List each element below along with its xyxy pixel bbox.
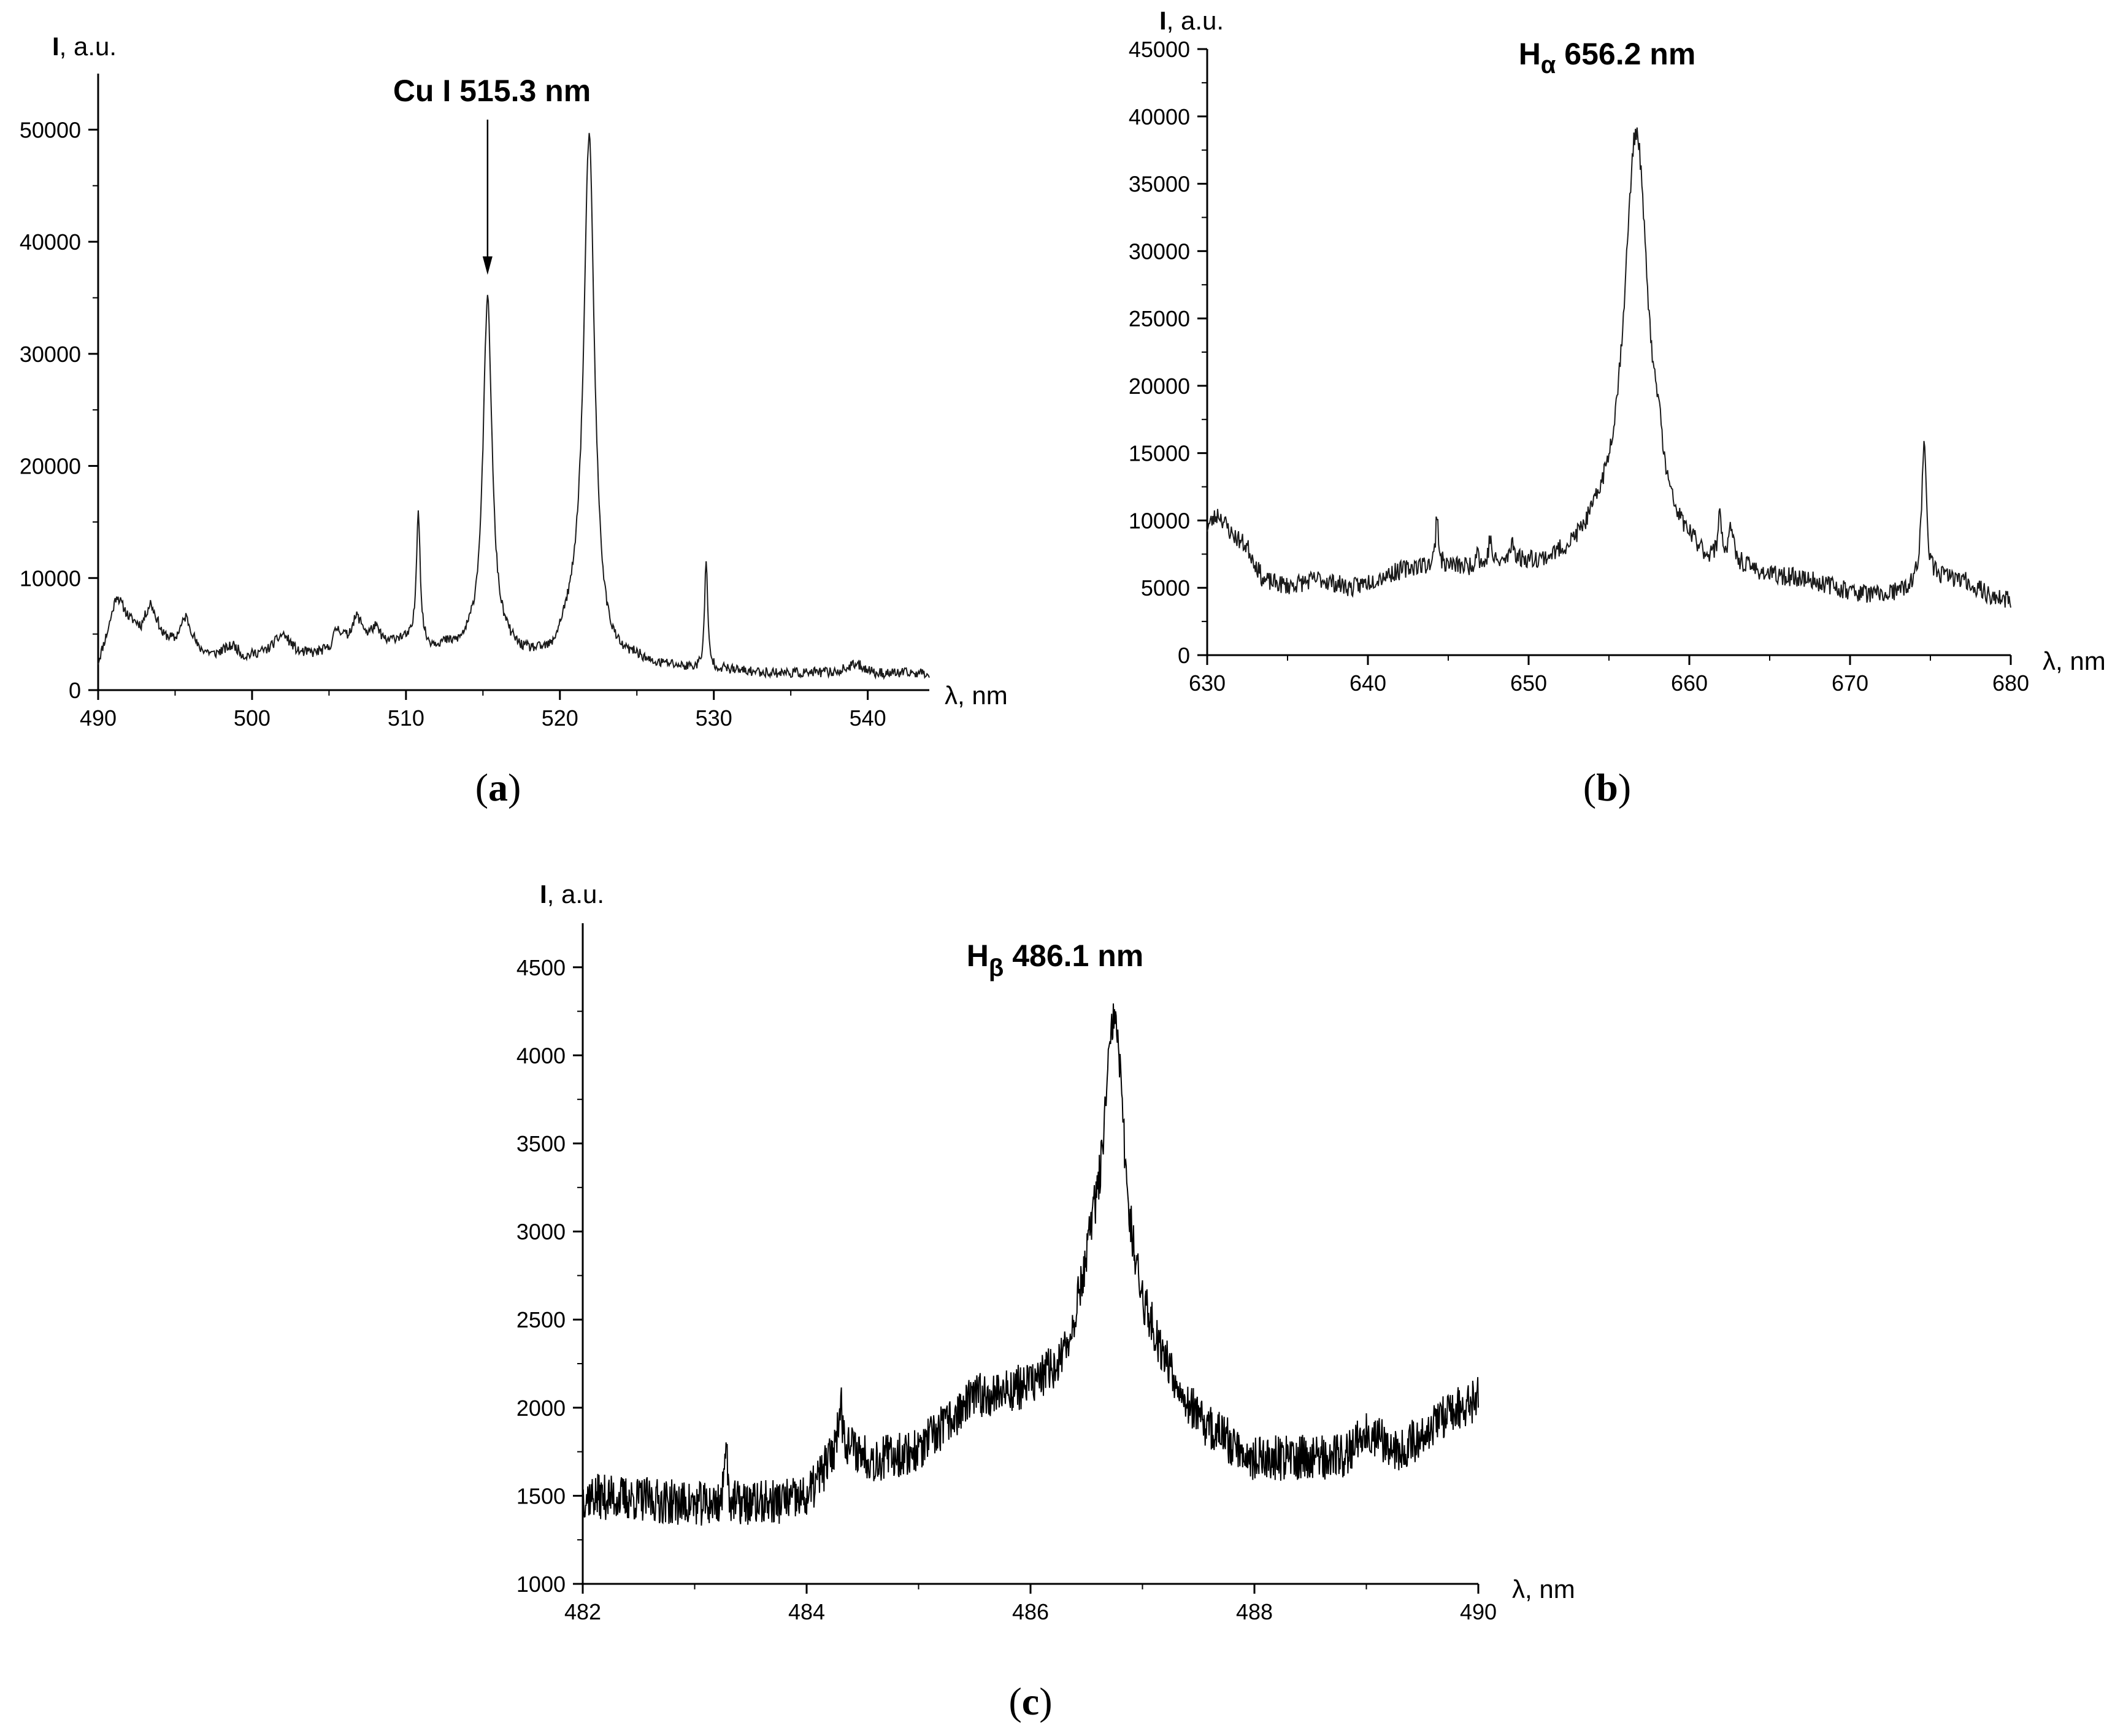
x-tick-label: 530 xyxy=(696,705,732,731)
y-tick-label: 45000 xyxy=(1129,37,1190,62)
y-tick-label: 30000 xyxy=(20,342,81,367)
y-axis-a: 0 10000 20000 30000 40000 50000 xyxy=(20,117,98,703)
spectrum-line-c xyxy=(582,1003,1479,1526)
y-tick-label: 1500 xyxy=(516,1483,566,1508)
annotation-arrow-head xyxy=(482,256,493,275)
x-tick-label: 486 xyxy=(1012,1599,1049,1624)
y-tick-label: 40000 xyxy=(1129,104,1190,129)
y-tick-label: 15000 xyxy=(1129,441,1190,466)
x-tick-label: 500 xyxy=(234,705,271,731)
x-tick-label: 680 xyxy=(1992,670,2029,696)
x-tick-label: 670 xyxy=(1832,670,1868,696)
y-tick-label: 3000 xyxy=(516,1219,566,1245)
y-tick-label: 30000 xyxy=(1129,239,1190,264)
y-tick-label: 10000 xyxy=(20,566,81,591)
y-axis-label-a: I, a.u. xyxy=(52,32,117,61)
y-tick-label: 1000 xyxy=(516,1572,566,1597)
spectrum-line-a xyxy=(98,133,930,680)
chart-panel-c: 482 484 486 488 490 1000 1500 2000 2500 3000 3500… xyxy=(516,880,1575,1723)
y-tick-label: 10000 xyxy=(1129,508,1190,533)
chart-panel-b: 630 640 650 660 670 680 0 5000 10000 15000 20000 2… xyxy=(1129,6,2106,809)
x-tick-label: 520 xyxy=(542,705,578,731)
x-tick-label: 488 xyxy=(1236,1599,1273,1624)
x-axis-label-a: λ, nm xyxy=(945,681,1008,710)
x-tick-label: 490 xyxy=(1460,1599,1497,1624)
y-tick-label: 35000 xyxy=(1129,172,1190,197)
x-tick-label: 650 xyxy=(1510,670,1547,696)
y-tick-label: 0 xyxy=(69,678,81,703)
chart-title-b: Hα 656.2 nm xyxy=(1519,37,1696,79)
x-tick-label: 640 xyxy=(1349,670,1386,696)
x-axis-a: 490 500 510 520 530 540 xyxy=(80,690,886,731)
x-axis-c: 482 484 486 488 490 xyxy=(564,1584,1497,1624)
y-tick-label: 5000 xyxy=(1141,575,1190,601)
x-tick-label: 630 xyxy=(1189,670,1226,696)
y-axis-c: 1000 1500 2000 2500 3000 3500 4000 4500 xyxy=(516,955,583,1597)
y-axis-label-c: I, a.u. xyxy=(540,880,604,908)
y-tick-label: 40000 xyxy=(20,229,81,255)
panel-label-c: (c) xyxy=(1008,1680,1052,1723)
x-tick-label: 660 xyxy=(1671,670,1708,696)
y-axis-b: 0 5000 10000 15000 20000 25000 30000 35000 40000… xyxy=(1129,37,1207,668)
chart-title-c: Hβ 486.1 nm xyxy=(967,939,1143,981)
y-tick-label: 2000 xyxy=(516,1396,566,1421)
x-axis-label-c: λ, nm xyxy=(1512,1575,1575,1603)
chart-panel-a: 490 500 510 520 530 540 0 10000 20000 30000 40000… xyxy=(20,32,1008,809)
panel-label-a: (a) xyxy=(475,766,521,809)
x-tick-label: 490 xyxy=(80,705,117,731)
spectrum-line-b xyxy=(1207,127,2011,608)
x-tick-label: 484 xyxy=(788,1599,825,1624)
y-tick-label: 2500 xyxy=(516,1307,566,1332)
y-tick-label: 50000 xyxy=(20,117,81,142)
y-tick-label: 4500 xyxy=(516,955,566,980)
panel-label-b: (b) xyxy=(1583,766,1631,809)
y-tick-label: 0 xyxy=(1178,643,1190,668)
x-tick-label: 540 xyxy=(850,705,886,731)
y-tick-label: 25000 xyxy=(1129,306,1190,331)
x-tick-label: 510 xyxy=(388,705,424,731)
x-tick-label: 482 xyxy=(564,1599,601,1624)
y-tick-label: 3500 xyxy=(516,1131,566,1156)
x-axis-label-b: λ, nm xyxy=(2043,647,2106,675)
chart-title-a: Cu I 515.3 nm xyxy=(393,74,591,108)
x-axis-b: 630 640 650 660 670 680 xyxy=(1189,655,2029,696)
y-tick-label: 20000 xyxy=(1129,374,1190,399)
y-axis-label-b: I, a.u. xyxy=(1159,6,1224,35)
y-tick-label: 4000 xyxy=(516,1043,566,1068)
y-tick-label: 20000 xyxy=(20,454,81,479)
